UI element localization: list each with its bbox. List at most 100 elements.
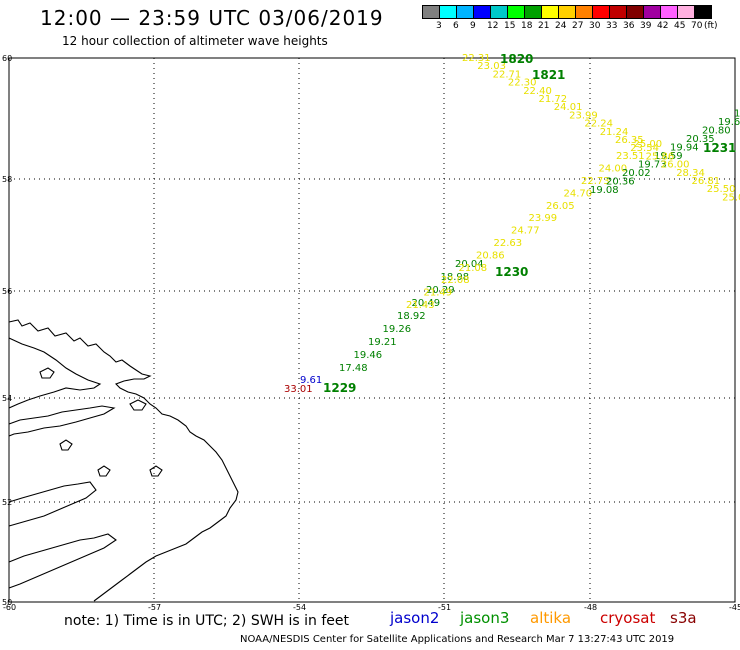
lat-tick-label: 60 bbox=[2, 54, 12, 63]
wave-height-altika: 25.00 bbox=[634, 139, 663, 150]
legend-label: 30 bbox=[589, 21, 601, 31]
lat-tick-label: 56 bbox=[2, 287, 12, 296]
legend-label: 27 bbox=[572, 21, 584, 31]
pass-time-label: 1820 bbox=[500, 52, 533, 66]
wave-height-altika: 23.54 bbox=[630, 143, 659, 154]
wave-height-jason3: 19.26 bbox=[383, 324, 412, 335]
wave-height-jason3: 17.48 bbox=[339, 363, 368, 374]
wave-height-altika: 26.35 bbox=[615, 135, 644, 146]
legend-labels: 3 6 9 12 15 18 21 24 27 30 33 36 39 42 45 70 (ft) bbox=[422, 19, 718, 33]
wave-height-jason3: 20.49 bbox=[412, 298, 441, 309]
island-4 bbox=[129, 399, 147, 411]
wave-height-altika: 24.01 bbox=[554, 102, 583, 113]
wave-height-altika: 22.71 bbox=[493, 69, 522, 80]
wave-height-altika: 21.24 bbox=[600, 127, 629, 138]
wave-height-jason3: 19.21 bbox=[368, 337, 397, 348]
legend-label: 21 bbox=[538, 21, 550, 31]
wave-height-jason3: 18.92 bbox=[397, 311, 426, 322]
wave-height-altika: 22.31 bbox=[462, 53, 491, 64]
wave-height-altika: 21.49 bbox=[424, 288, 453, 299]
legend-swatch bbox=[694, 5, 712, 19]
axis-labels: 60 58 56 54 52 50-60 -57 -54 -51 -48 -45 bbox=[2, 54, 740, 612]
wave-height-altika: 23.51 bbox=[616, 151, 645, 162]
pass-time-label: 1231 bbox=[703, 141, 736, 155]
legend-swatches bbox=[422, 5, 712, 19]
island-2 bbox=[97, 465, 111, 477]
island-1 bbox=[39, 367, 55, 379]
island-3 bbox=[149, 465, 163, 477]
wave-height-jason3: 20.35 bbox=[686, 134, 715, 145]
wave-height-altika: 21.43 bbox=[406, 300, 435, 311]
wave-height-jason3: 19.46 bbox=[354, 350, 383, 361]
wave-height-jason3: 20.80 bbox=[702, 126, 731, 137]
wave-height-jason3: 20.36 bbox=[606, 177, 635, 188]
satellite-name-jason2: jason2 bbox=[390, 609, 440, 627]
satellite-name-jason3: jason3 bbox=[460, 609, 510, 627]
wave-height-jason3: 19.46 bbox=[734, 109, 740, 120]
lat-tick-label: 50 bbox=[2, 598, 12, 607]
lat-tick-label: 58 bbox=[2, 175, 12, 184]
coastline-inlet bbox=[8, 405, 116, 437]
wave-height-altika: 25.50 bbox=[707, 184, 736, 195]
wave-height-altika: 28.34 bbox=[676, 168, 705, 179]
legend-label: 18 bbox=[521, 21, 533, 31]
wave-height-altika: 21.08 bbox=[459, 263, 488, 274]
lat-tick-label: 54 bbox=[2, 394, 12, 403]
wave-height-altika: 26.00 bbox=[661, 160, 690, 171]
wave-height-jason3: 19.08 bbox=[590, 185, 619, 196]
legend-label: (ft) bbox=[704, 21, 718, 31]
island-5 bbox=[59, 439, 73, 451]
lon-tick-label: -45 bbox=[729, 603, 740, 612]
wave-height-altika: 23.99 bbox=[569, 110, 598, 121]
wave-height-altika: 23.99 bbox=[529, 213, 558, 224]
legend-label: 33 bbox=[606, 21, 618, 31]
page-title: 12:00 — 23:59 UTC 03/06/2019 bbox=[40, 6, 384, 30]
wave-height-altika: 22.08 bbox=[441, 275, 470, 286]
wave-height-jason3: 20.04 bbox=[455, 259, 484, 270]
satellite-name-cryosat: cryosat bbox=[600, 609, 656, 627]
map-frame bbox=[8, 57, 736, 603]
color-legend: 3 6 9 12 15 18 21 24 27 30 33 36 39 42 45 70 (ft) bbox=[422, 5, 718, 33]
wave-height-jason3: 20.29 bbox=[426, 285, 455, 296]
legend-label: 15 bbox=[504, 21, 516, 31]
coastline-south bbox=[8, 481, 97, 527]
wave-height-altika: 20.86 bbox=[476, 250, 505, 261]
wave-height-altika: 23.03 bbox=[477, 61, 506, 72]
legend-label: 6 bbox=[453, 21, 459, 31]
wave-height-jason3: 19.94 bbox=[670, 143, 699, 154]
wave-height-altika: 24.00 bbox=[599, 164, 628, 175]
wave-height-jason3: 19.73 bbox=[638, 160, 667, 171]
wave-height-altika: 25.86 bbox=[646, 151, 675, 162]
legend-label: 24 bbox=[555, 21, 567, 31]
coastline-labrador bbox=[8, 319, 239, 602]
wave-height-altika: 22.40 bbox=[523, 86, 552, 97]
lon-tick-label: -54 bbox=[293, 603, 306, 612]
wave-height-altika: 22.73 bbox=[581, 176, 610, 187]
credit-line: NOAA/NESDIS Center for Satellite Applica… bbox=[240, 634, 675, 645]
pass-time-label: 1229 bbox=[323, 381, 356, 395]
coastline-lake bbox=[8, 533, 117, 589]
lon-tick-label: -48 bbox=[584, 603, 597, 612]
wave-height-jason3: 19.59 bbox=[654, 151, 683, 162]
wave-height-jason3: 19.66 bbox=[718, 117, 740, 128]
wave-height-altika: 25.00 bbox=[722, 192, 740, 203]
legend-label: 9 bbox=[470, 21, 476, 31]
map-grid bbox=[9, 58, 735, 602]
wave-height-altika: 21.72 bbox=[539, 94, 568, 105]
legend-label: 42 bbox=[657, 21, 669, 31]
lon-tick-label: -57 bbox=[148, 603, 161, 612]
page-subtitle: 12 hour collection of altimeter wave hei… bbox=[62, 34, 328, 48]
wave-height-altika: 24.77 bbox=[511, 226, 540, 237]
wave-height-jason3: 20.02 bbox=[622, 168, 651, 179]
legend-label: 70 bbox=[691, 21, 703, 31]
footer-note: note: 1) Time is in UTC; 2) SWH is in fe… bbox=[64, 613, 350, 629]
satellite-name-s3a: s3a bbox=[670, 609, 697, 627]
wave-height-jason2: 9.61 bbox=[300, 375, 322, 386]
coastline bbox=[8, 319, 239, 602]
lon-tick-label: -51 bbox=[438, 603, 451, 612]
lat-tick-label: 52 bbox=[2, 498, 12, 507]
wave-height-altika: 26.81 bbox=[692, 176, 721, 187]
legend-label: 45 bbox=[674, 21, 686, 31]
satellite-name-altika: altika bbox=[530, 609, 572, 627]
